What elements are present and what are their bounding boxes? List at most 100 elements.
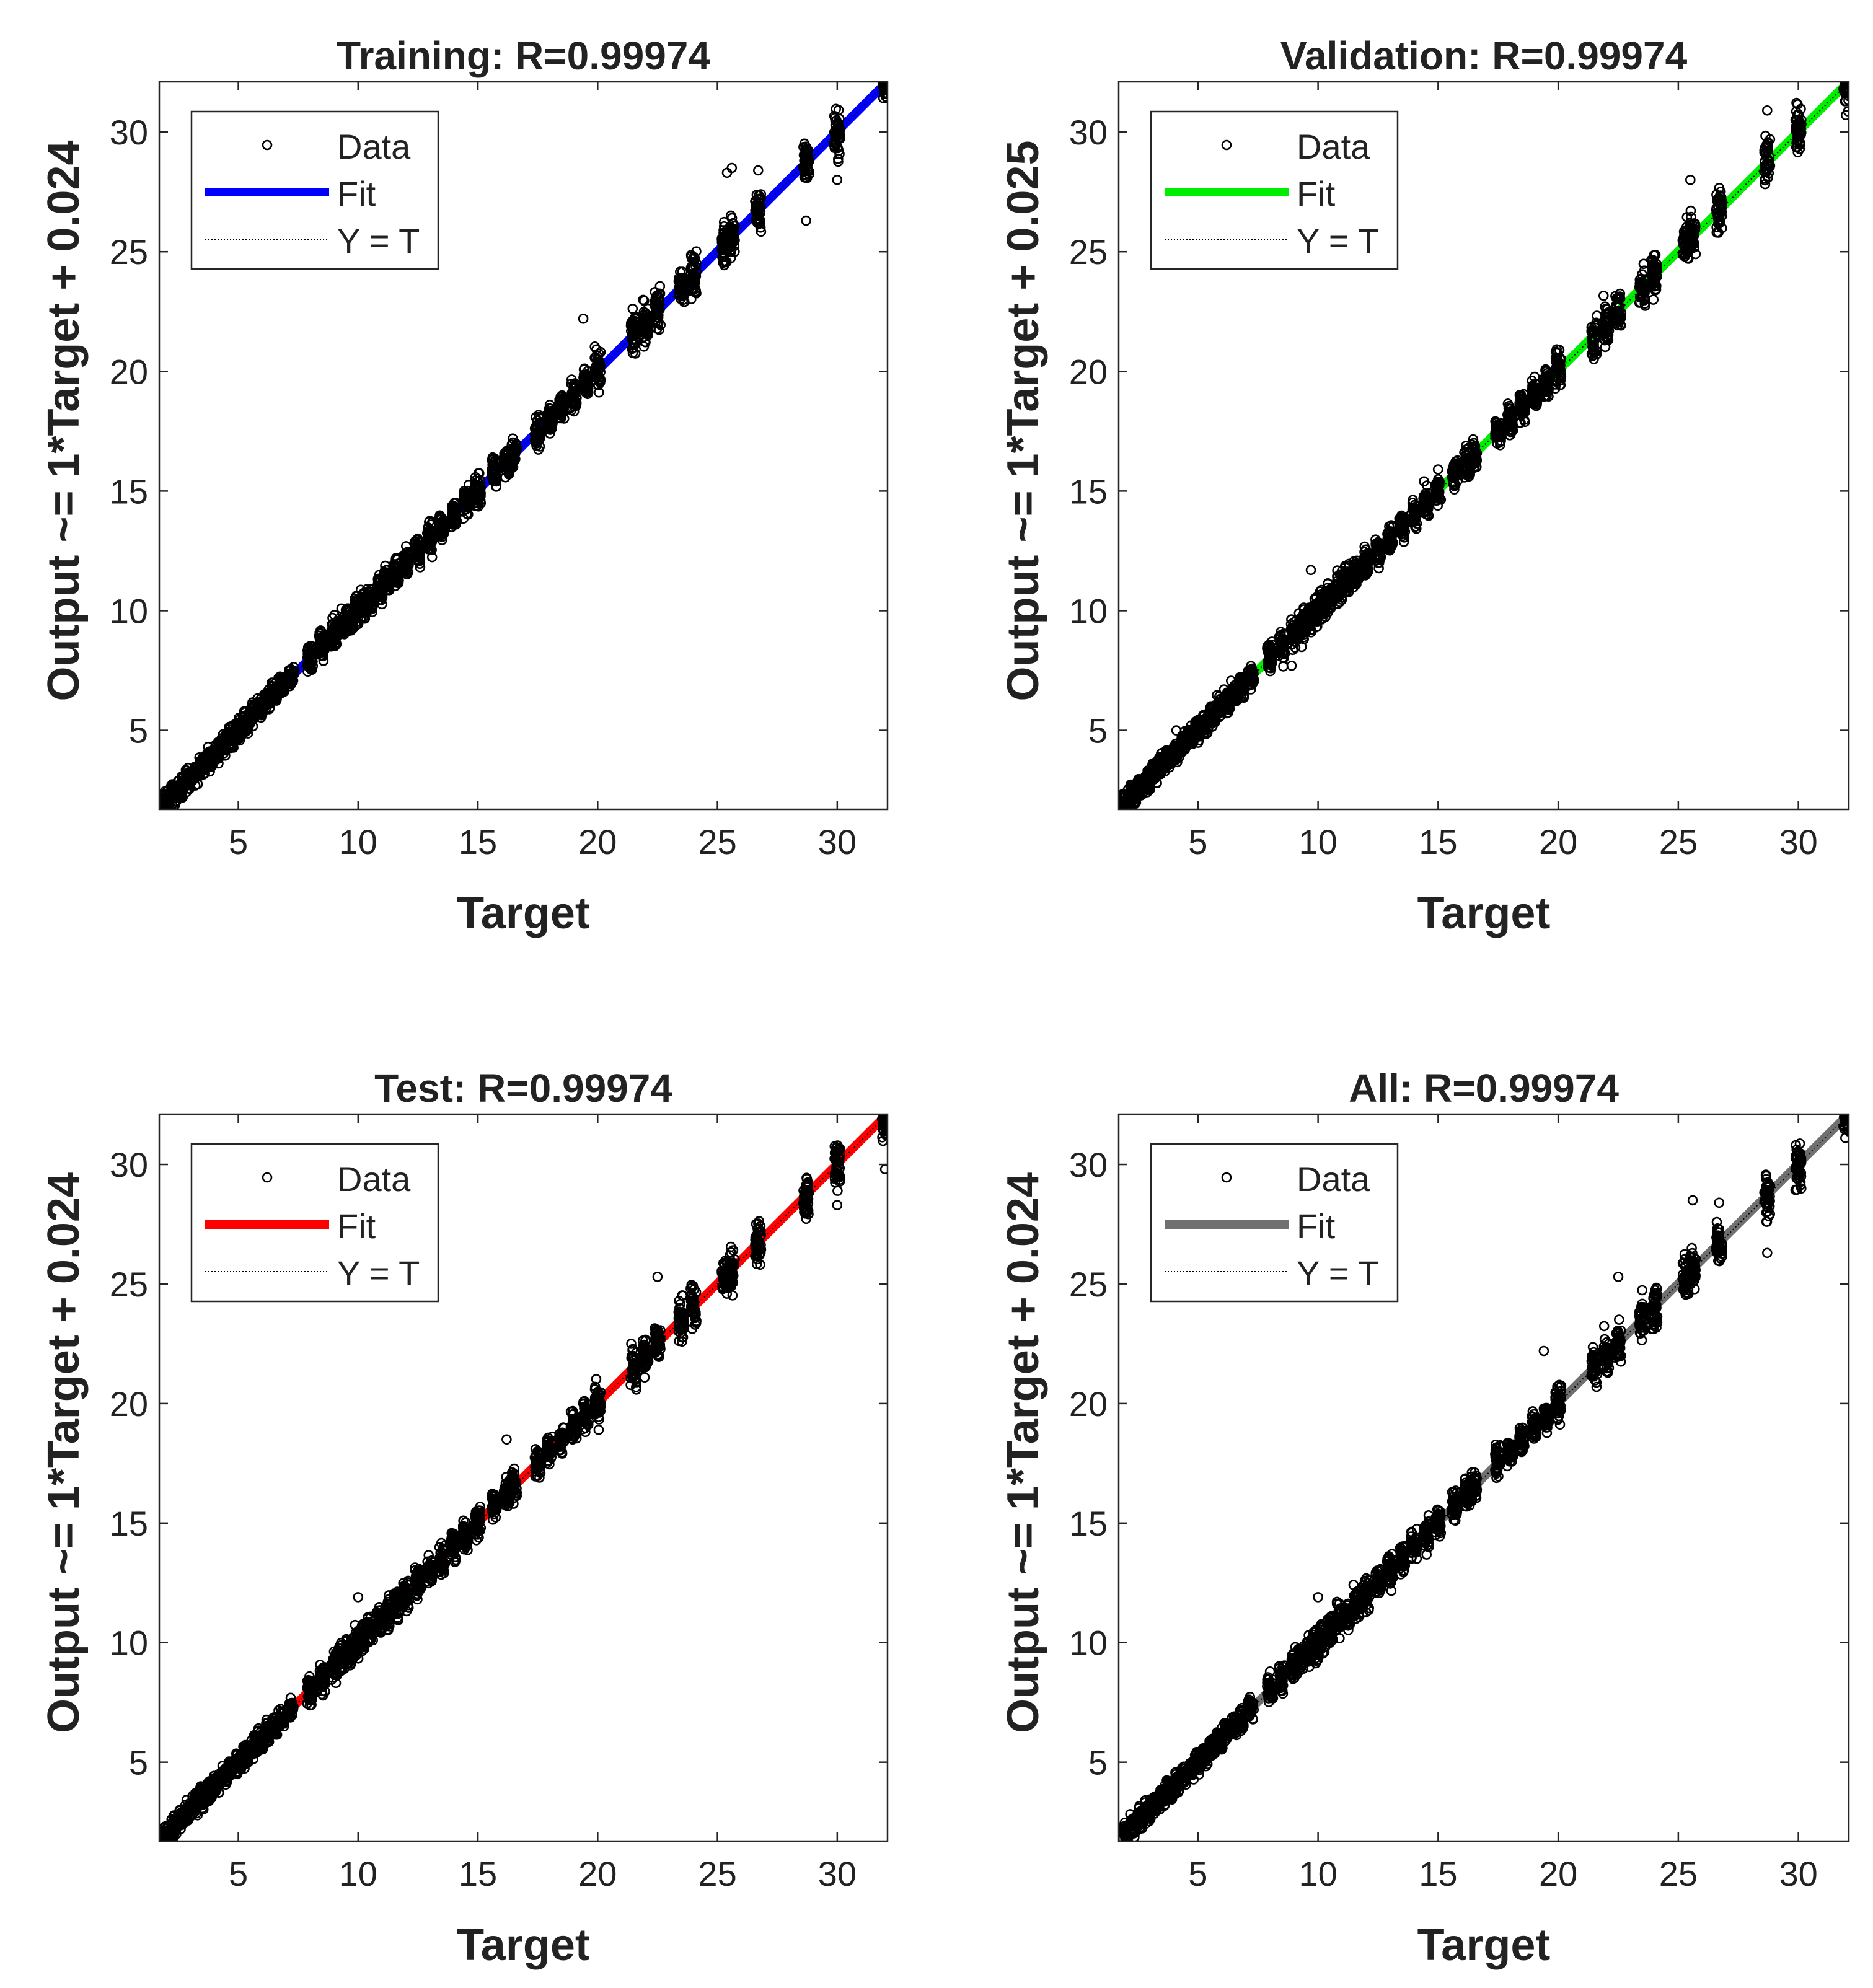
data-point (879, 69, 888, 77)
data-point (381, 585, 392, 596)
data-point (832, 142, 843, 152)
data-point (436, 512, 447, 522)
data-point (638, 294, 648, 306)
data-point (555, 395, 566, 405)
data-point (879, 63, 888, 72)
data-point (544, 428, 555, 439)
data-point (686, 294, 697, 304)
data-point (459, 499, 470, 511)
data-point (451, 518, 461, 529)
data-point (1840, 64, 1849, 73)
y-tick-label: 5 (129, 711, 148, 750)
data-point (1126, 798, 1137, 809)
data-point (627, 343, 637, 354)
data-point (472, 495, 482, 506)
y-axis-label: Output ~= 1*Target + 0.025 (998, 141, 1048, 702)
chart-title: Validation: R=0.99974 (1280, 33, 1688, 78)
data-point (436, 535, 447, 545)
x-axis-label: Target (1417, 889, 1551, 938)
data-point (470, 480, 482, 491)
data-point (1840, 73, 1848, 81)
data-point (449, 498, 460, 509)
data-point (461, 508, 472, 519)
chart-title: Training: R=0.99974 (337, 33, 710, 78)
y-tick-label: 30 (1069, 113, 1108, 152)
legend-label-identity: Y = T (1297, 221, 1379, 260)
data-point (508, 462, 519, 473)
data-point (1840, 59, 1849, 68)
data-point (878, 66, 887, 74)
data-point (302, 645, 313, 656)
data-point (1842, 73, 1851, 81)
data-point (545, 424, 555, 435)
data-point (675, 266, 685, 277)
data-point (160, 807, 168, 809)
data-point (372, 589, 383, 600)
data-point (380, 583, 390, 594)
data-point-outlier (832, 174, 843, 185)
data-point (508, 437, 519, 448)
data-point (273, 688, 284, 699)
data-point (475, 480, 485, 491)
legend-label-data: Data (337, 127, 411, 166)
data-point (534, 441, 545, 452)
data-point (181, 786, 192, 798)
data-point (589, 341, 601, 352)
legend-label-fit: Fit (1297, 174, 1336, 213)
data-point (412, 533, 423, 544)
legend-label-identity: Y = T (337, 221, 420, 260)
data-point (718, 257, 729, 268)
y-tick-label: 10 (110, 591, 148, 630)
data-point (1840, 66, 1848, 74)
data-point (756, 226, 767, 237)
data-point (835, 131, 845, 143)
data-point (880, 66, 889, 74)
data-point (1841, 67, 1850, 76)
data-point (882, 82, 888, 83)
data-point (459, 493, 470, 504)
data-point (330, 638, 341, 649)
x-tick-label: 10 (1298, 822, 1337, 861)
data-point-outlier (578, 313, 589, 324)
data-point (878, 69, 887, 77)
data-point (1841, 63, 1849, 72)
data-point (802, 148, 813, 159)
data-point (205, 766, 215, 777)
data-point (651, 296, 662, 307)
data-point (833, 154, 844, 164)
data-point (568, 383, 580, 394)
y-tick-label: 15 (1069, 472, 1108, 511)
data-point (358, 612, 369, 622)
data-point (336, 603, 347, 614)
data-point (594, 376, 604, 387)
data-point (566, 398, 578, 410)
data-point (685, 275, 697, 286)
data-point (883, 73, 891, 81)
data-point (800, 154, 811, 165)
data-point (752, 218, 763, 229)
data-point (507, 447, 518, 458)
data-point (751, 200, 762, 211)
plot-content (159, 63, 891, 809)
data-point (685, 250, 697, 260)
x-tick-label: 20 (1539, 822, 1577, 861)
data-point (451, 511, 462, 522)
data-point (414, 549, 425, 560)
legend-data-marker (262, 139, 273, 151)
data-point (458, 488, 469, 499)
data-point (652, 317, 663, 328)
data-point (255, 712, 267, 723)
data-point (798, 162, 809, 172)
data-points (1119, 59, 1851, 809)
data-point (474, 468, 485, 479)
data-point (726, 213, 738, 224)
data-point (474, 492, 485, 503)
data-point (756, 189, 767, 200)
data-point (491, 476, 502, 487)
y-tick-label: 30 (110, 113, 148, 152)
data-point (594, 387, 604, 398)
data-point (288, 675, 299, 686)
